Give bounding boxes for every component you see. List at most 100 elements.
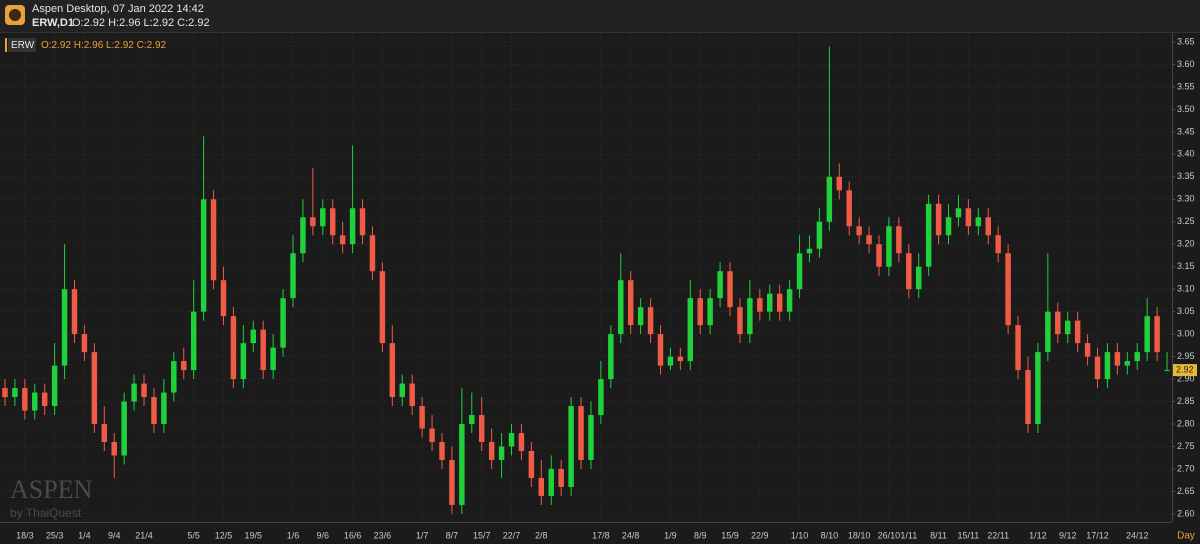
x-tick-label: 25/3 [46, 530, 64, 540]
candle-body [12, 388, 18, 398]
candle-body [1164, 370, 1170, 372]
header-ohlc: O:2.92 H:2.96 L:2.92 C:2.92 [72, 17, 210, 29]
candle-body [608, 334, 614, 380]
x-tick-label: 1/4 [78, 530, 91, 540]
x-tick-label: 1/6 [287, 530, 300, 540]
candle-body [439, 441, 445, 460]
candle-body [558, 468, 564, 487]
x-tick-label: 24/8 [622, 530, 640, 540]
candle-body [896, 226, 902, 254]
candle-body [1104, 352, 1111, 380]
candle-body [707, 298, 713, 326]
candle-body [886, 226, 892, 267]
y-tick-label: 2.90 [1177, 373, 1195, 383]
candle-body [260, 329, 266, 371]
candle-body [677, 356, 684, 362]
y-tick-label: 3.45 [1177, 126, 1195, 136]
candle-body [339, 235, 346, 245]
x-tick-label: 9/6 [317, 530, 330, 540]
x-tick-label: 2/8 [535, 530, 548, 540]
candle-body [737, 307, 743, 335]
candle-body [300, 217, 306, 254]
x-tick-label: 15/7 [473, 530, 491, 540]
y-tick-label: 2.85 [1177, 396, 1195, 406]
y-tick-label: 3.35 [1177, 171, 1195, 181]
candle-body [379, 271, 386, 344]
candle-body [806, 248, 813, 254]
candle-body [568, 406, 574, 487]
candle-body [210, 199, 217, 281]
candle-body [1005, 253, 1011, 326]
x-tick-label: 15/11 [957, 530, 979, 540]
y-tick-label: 3.00 [1177, 329, 1195, 339]
candle-body [81, 334, 88, 353]
x-tick-label: 1/12 [1029, 530, 1047, 540]
last-price-label: 2.92 [1176, 364, 1194, 374]
x-tick-label: 12/5 [215, 530, 233, 540]
x-tick-label: 1/7 [416, 530, 429, 540]
candle-body [230, 316, 237, 380]
candle-body [1064, 320, 1071, 335]
x-tick-label: 18/10 [848, 530, 871, 540]
x-tick-label: 22/9 [751, 530, 769, 540]
candle-body [459, 424, 465, 505]
x-tick-label: 26/10 [878, 530, 901, 540]
y-tick-label: 3.25 [1177, 216, 1195, 226]
candle-body [190, 311, 197, 371]
x-tick-label: 19/5 [245, 530, 263, 540]
y-tick-label: 3.65 [1177, 36, 1195, 46]
y-tick-label: 3.55 [1177, 81, 1195, 91]
candle-body [935, 203, 942, 236]
candle-body [717, 271, 723, 299]
legend: ERW O:2.92 H:2.96 L:2.92 C:2.92 [5, 38, 167, 52]
header-bar [0, 0, 1200, 32]
candle-body [359, 208, 366, 236]
y-tick-label: 3.40 [1177, 149, 1195, 159]
x-tick-label: 15/9 [721, 530, 739, 540]
candle-body [320, 208, 326, 227]
candle-body [657, 334, 664, 366]
candle-body [955, 208, 962, 218]
x-tick-label: 1/11 [900, 530, 917, 540]
watermark-brand: ASPEN [10, 475, 93, 504]
candle-body [41, 392, 48, 407]
candle-body [1025, 370, 1031, 425]
y-tick-label: 2.65 [1177, 486, 1195, 496]
candle-body [945, 217, 952, 236]
candle-body [1124, 361, 1131, 366]
candle-body [181, 361, 187, 371]
candle-body [1084, 343, 1091, 357]
candle-body [71, 289, 78, 335]
candle-body [290, 253, 296, 299]
candle-body [637, 307, 644, 326]
candle-body [598, 379, 604, 416]
candle-body [747, 298, 753, 335]
candle-body [449, 459, 455, 505]
candle-body [856, 226, 862, 236]
candle-body [61, 289, 68, 366]
y-tick-label: 3.30 [1177, 194, 1195, 204]
candle-body [310, 217, 316, 227]
candle-body [1094, 356, 1101, 380]
candle-body [618, 280, 624, 335]
candle-body [141, 383, 147, 398]
candle-body [2, 388, 8, 398]
candle-body [876, 244, 882, 267]
candle-body [101, 424, 108, 442]
watermark: ASPEN by ThaiQuest [10, 475, 93, 520]
candle-body [727, 271, 733, 308]
legend-symbol-box [8, 38, 36, 52]
candle-body [548, 468, 554, 496]
candle-body [270, 347, 276, 371]
x-tick-label: 17/8 [592, 530, 610, 540]
x-tick-label: 24/12 [1126, 530, 1149, 540]
candle-body [1154, 316, 1160, 353]
candle-body [508, 433, 515, 447]
candles [2, 46, 1170, 514]
candle-body [240, 343, 247, 380]
y-tick-label: 2.95 [1177, 351, 1195, 361]
candle-body [1114, 352, 1121, 366]
y-tick-label: 2.70 [1177, 463, 1195, 473]
x-tick-label: 21/4 [135, 530, 153, 540]
